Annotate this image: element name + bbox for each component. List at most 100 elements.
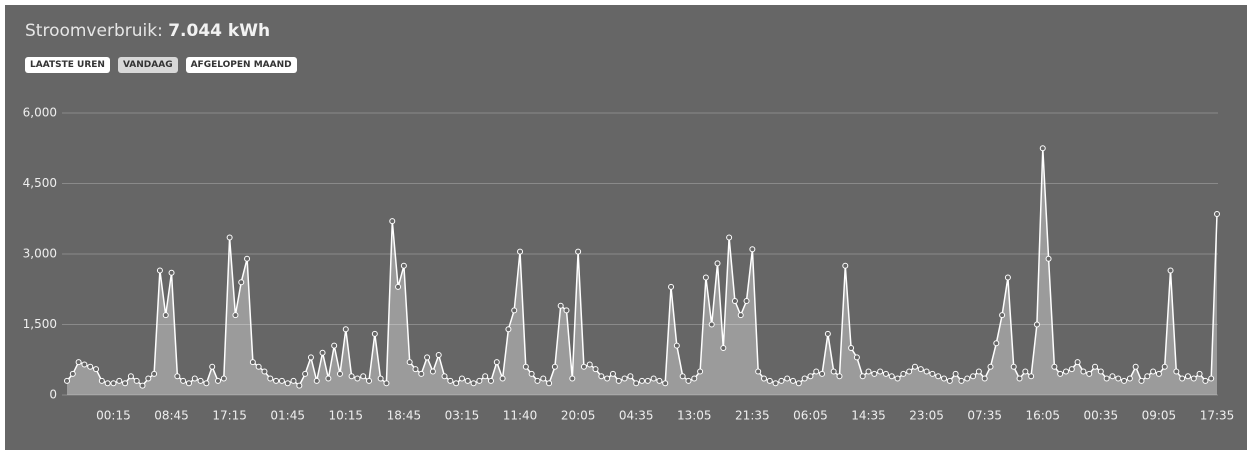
- point: [1144, 373, 1151, 380]
- point: [790, 377, 797, 384]
- point: [906, 368, 913, 375]
- point: [418, 370, 425, 377]
- point: [726, 234, 733, 241]
- point: [824, 330, 831, 337]
- x-tick-label: 14:35: [851, 409, 886, 423]
- point: [546, 380, 553, 387]
- x-tick-label: 08:45: [154, 409, 189, 423]
- point: [1039, 145, 1046, 152]
- point: [1004, 274, 1011, 281]
- x-tick-label: 11:40: [503, 409, 538, 423]
- point: [830, 368, 837, 375]
- point: [929, 370, 936, 377]
- point: [64, 377, 70, 384]
- point: [1190, 375, 1197, 382]
- x-tick-label: 23:05: [909, 409, 944, 423]
- point: [1051, 363, 1058, 370]
- point: [877, 368, 884, 375]
- title-value: 7.044 kWh: [168, 21, 271, 41]
- point: [923, 368, 930, 375]
- point: [220, 375, 227, 382]
- point: [685, 377, 692, 384]
- point: [290, 377, 297, 384]
- point: [952, 370, 959, 377]
- point: [389, 218, 396, 225]
- point: [1097, 368, 1104, 375]
- point: [575, 248, 582, 255]
- point: [69, 370, 76, 377]
- point: [865, 368, 872, 375]
- point: [534, 377, 541, 384]
- point: [464, 377, 471, 384]
- x-tick-label: 20:05: [561, 409, 596, 423]
- point: [888, 373, 895, 380]
- point: [1161, 363, 1168, 370]
- x-tick-label: 00:35: [1084, 409, 1119, 423]
- point: [307, 354, 314, 361]
- point: [1033, 321, 1040, 328]
- point: [1103, 375, 1110, 382]
- point: [93, 366, 100, 373]
- button[interactable]: VANDAAG: [117, 57, 178, 73]
- point: [197, 377, 204, 384]
- point: [1184, 373, 1191, 380]
- point: [627, 373, 634, 380]
- point: [766, 377, 773, 384]
- point: [116, 377, 123, 384]
- point: [517, 248, 524, 255]
- point: [110, 380, 117, 387]
- point: [249, 359, 256, 366]
- button[interactable]: LAATSTE UREN: [25, 57, 110, 73]
- x-tick-label: 04:35: [619, 409, 654, 423]
- point: [964, 375, 971, 382]
- point: [795, 380, 802, 387]
- point: [720, 345, 727, 351]
- point: [482, 373, 489, 380]
- x-tick-label: 06:05: [793, 409, 828, 423]
- point: [569, 375, 576, 382]
- point: [1022, 368, 1029, 375]
- y-tick-label: 4,500: [23, 176, 57, 190]
- button-bar: LAATSTE UREN VANDAAG AFGELOPEN MAAND: [25, 57, 297, 73]
- point: [853, 354, 860, 361]
- point: [743, 298, 750, 304]
- point: [1121, 377, 1128, 384]
- point: [946, 377, 953, 384]
- point: [633, 380, 640, 387]
- point: [1126, 375, 1133, 382]
- point: [1132, 363, 1139, 370]
- point: [1016, 375, 1023, 382]
- point: [493, 359, 500, 366]
- point: [168, 269, 175, 276]
- point: [772, 380, 779, 387]
- point: [1068, 366, 1075, 373]
- button[interactable]: AFGELOPEN MAAND: [185, 57, 297, 73]
- point: [156, 267, 163, 274]
- point: [325, 375, 332, 382]
- x-tick-label: 00:15: [96, 409, 131, 423]
- point: [203, 380, 210, 387]
- point: [87, 363, 94, 370]
- point: [987, 363, 994, 370]
- x-tick-label: 03:15: [445, 409, 480, 423]
- title: Stroomverbruik: 7.044 kWh: [25, 21, 270, 41]
- point: [313, 377, 320, 384]
- point: [755, 368, 762, 375]
- point: [261, 368, 268, 375]
- point: [1092, 363, 1099, 370]
- point: [668, 283, 675, 290]
- x-tick-label: 21:35: [735, 409, 770, 423]
- point: [400, 262, 407, 269]
- point: [778, 377, 785, 384]
- point: [441, 373, 448, 380]
- point: [609, 370, 616, 377]
- x-tick-label: 17:15: [212, 409, 247, 423]
- x-tick-label: 13:05: [677, 409, 712, 423]
- point: [819, 370, 826, 377]
- point: [98, 377, 105, 384]
- point: [174, 373, 181, 380]
- point: [226, 234, 233, 241]
- point: [941, 375, 948, 382]
- point: [1173, 368, 1180, 375]
- x-tick-label: 17:35: [1200, 409, 1235, 423]
